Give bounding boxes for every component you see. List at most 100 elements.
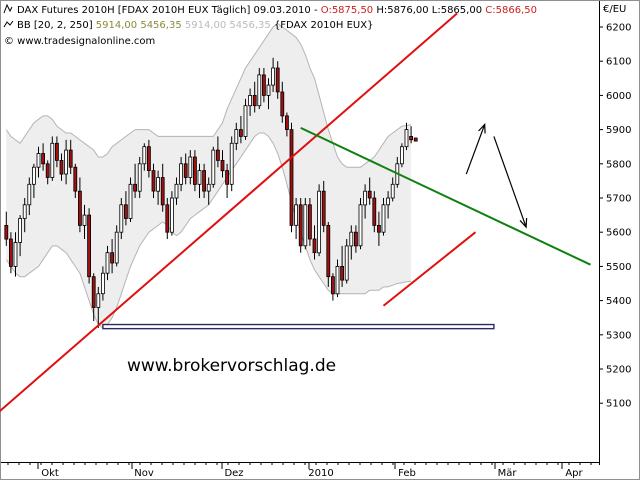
candles	[4, 57, 418, 328]
y-axis: 6200 6100 6000 5900 5800 5700 5600 5500 5400 5300…	[599, 23, 631, 410]
candle	[289, 122, 294, 233]
arrow-shaft	[465, 124, 486, 175]
candle-body	[211, 149, 216, 185]
candle	[156, 170, 161, 205]
candle-body	[119, 204, 124, 233]
header-open: O:5875,50	[321, 5, 373, 16]
candle-body	[307, 204, 312, 240]
y-tick-label: 5400	[606, 296, 631, 307]
y-axis-unit: €/EU	[603, 4, 626, 15]
candle	[91, 273, 96, 322]
candle	[119, 198, 124, 240]
candle-body	[36, 153, 41, 168]
candle	[192, 150, 197, 192]
candle	[160, 163, 165, 212]
candle-body	[266, 84, 271, 96]
candle-body	[151, 170, 156, 192]
candle	[372, 191, 377, 233]
candle	[376, 211, 381, 246]
candle	[50, 136, 55, 181]
arrow-shaft	[493, 136, 527, 228]
candle-body	[22, 204, 27, 219]
candle-body	[326, 224, 331, 278]
candle-body	[188, 156, 193, 178]
candle	[13, 232, 18, 277]
candle-body	[409, 135, 414, 141]
trendlines	[0, 12, 591, 413]
candle	[358, 198, 363, 250]
candle-body	[174, 183, 179, 199]
chart-header: DAX Futures 2010H [FDAX 2010H EUX Täglic…	[3, 3, 537, 47]
candle-body	[353, 231, 358, 247]
candle-body	[257, 74, 262, 107]
candle-body	[206, 183, 211, 192]
candle-body	[234, 129, 239, 144]
projection-arrow	[465, 123, 486, 175]
candle	[280, 81, 285, 123]
candle	[363, 184, 368, 219]
candle	[238, 115, 243, 144]
candle-body	[349, 231, 354, 247]
candle	[248, 88, 253, 116]
candle-body	[386, 197, 391, 206]
candle-body	[372, 197, 377, 226]
candle	[179, 156, 184, 192]
candle-body	[50, 142, 55, 178]
candle-body	[294, 204, 299, 226]
candle	[234, 122, 239, 151]
candle	[96, 286, 101, 328]
candle	[271, 57, 276, 92]
x-tick-label: Feb	[398, 468, 416, 479]
candle	[326, 221, 331, 287]
arrow-head	[478, 123, 486, 134]
candle	[64, 139, 68, 185]
candle-body	[215, 149, 220, 161]
candle-body	[41, 153, 45, 165]
candle	[303, 198, 308, 250]
y-tick-label: 6000	[606, 91, 631, 102]
candle	[101, 266, 105, 301]
candle-body	[317, 190, 322, 254]
candle-body	[248, 95, 253, 107]
x-tick-label: Apr	[565, 468, 583, 479]
x-tick-label: 2010	[308, 468, 333, 479]
candle	[344, 239, 349, 284]
candle-body	[280, 91, 285, 117]
candle	[183, 153, 188, 185]
x-axis: Okt Nov Dez 2010 Feb Mär Apr	[7, 462, 592, 479]
y-tick-label: 5900	[606, 125, 631, 136]
candle	[55, 136, 59, 168]
candle	[353, 225, 358, 253]
candle-body	[344, 245, 349, 281]
candle	[321, 180, 326, 233]
candle-body	[390, 183, 395, 199]
header-line-2: BB [20, 2, 250] 5914,00 5456,35 5914,00 …	[17, 20, 373, 31]
candle-body	[142, 146, 147, 165]
candle-body	[68, 149, 73, 168]
candle	[225, 163, 230, 198]
header-title: DAX Futures 2010H [FDAX 2010H EUX Täglic…	[17, 5, 321, 16]
candle	[298, 198, 303, 253]
candle	[386, 191, 391, 219]
y-tick-label: 5700	[606, 194, 631, 205]
candle	[59, 153, 64, 181]
candle-body	[275, 67, 280, 93]
candle	[133, 163, 138, 198]
candle	[18, 215, 23, 257]
candle	[169, 191, 174, 236]
candle-body	[179, 163, 184, 185]
candle	[307, 198, 312, 246]
candle	[330, 273, 335, 301]
candle	[266, 78, 271, 110]
watermark-text: www.brokervorschlag.de	[127, 356, 336, 376]
red-trendline	[0, 12, 458, 413]
candle-body	[133, 183, 138, 192]
candle	[45, 160, 50, 185]
candle-body	[169, 197, 174, 233]
candle-body	[110, 252, 114, 264]
candle	[32, 163, 36, 198]
candle	[312, 225, 317, 260]
candle-body	[340, 265, 345, 281]
candle	[41, 143, 45, 171]
